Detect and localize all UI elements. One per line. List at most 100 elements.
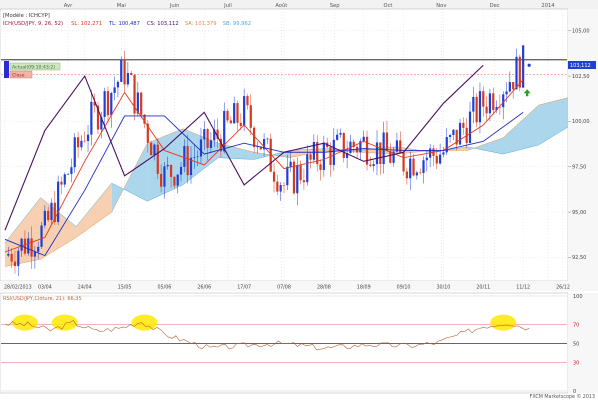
candle-body	[233, 103, 236, 124]
rsi-highlights	[11, 314, 517, 331]
candle-body	[96, 105, 100, 130]
rsi-line-group	[4, 320, 530, 351]
candle-body	[522, 45, 525, 88]
candle-body	[60, 181, 63, 185]
rsi-highlight	[51, 314, 78, 331]
date-tick-label: 30/10	[437, 285, 451, 291]
candle-body	[292, 161, 296, 194]
candle-body	[126, 73, 129, 85]
candle-body	[375, 142, 379, 165]
candle-body	[113, 87, 116, 93]
series-line-chikou	[4, 64, 484, 231]
cloud-segment	[40, 197, 77, 260]
candle-body	[475, 96, 478, 123]
candle-body	[130, 73, 133, 75]
price-axis	[568, 9, 598, 281]
ctrl-label-box[interactable]	[9, 70, 33, 79]
date-tick-label: 07/08	[277, 285, 291, 291]
horizontal-levels	[1, 59, 567, 75]
price-tag-value: 103,112	[570, 63, 591, 69]
cloud-segment	[76, 183, 112, 238]
cloud-segment	[467, 137, 504, 155]
rsi-plot-area[interactable]	[0, 292, 569, 394]
date-tick-label: 28/02/2013	[4, 285, 32, 291]
candle-body	[23, 238, 27, 254]
candle-body	[455, 129, 458, 145]
candle-body	[442, 152, 445, 155]
candle-body	[502, 94, 505, 108]
candle-body	[196, 156, 199, 158]
indicator-readouts: ICH(USD/JPY, 9, 26, 52) SL: 102,271 TL: 1…	[3, 21, 251, 27]
candle-body	[346, 153, 349, 158]
candle-body	[33, 251, 36, 257]
level-handle[interactable]	[4, 61, 9, 78]
level-handles[interactable]: Actual(09:10:43:2) Close	[4, 61, 61, 79]
cloud-segment	[254, 150, 290, 160]
rsi-tick-label: 30	[573, 360, 579, 366]
candle-body	[508, 82, 511, 92]
candle-body	[306, 154, 309, 183]
candle-body	[160, 173, 163, 187]
ctrl-label[interactable]: Close	[12, 73, 25, 79]
candle-body	[272, 171, 276, 182]
candle-body	[189, 157, 193, 176]
price-tick-label: 105,00	[572, 29, 590, 35]
candle-body	[369, 164, 372, 167]
candle-body	[495, 106, 498, 111]
rsi-highlight	[11, 314, 38, 331]
date-axis-ticks: 28/02/2013 03/04 24/04 15/05 05/06 26/06 17/07…	[4, 285, 570, 291]
month-label: Dec	[490, 3, 500, 9]
candle-body	[103, 91, 106, 117]
readout-sa: SA: 101,379	[185, 21, 217, 27]
series-line-tenkan	[4, 79, 524, 253]
candle-body	[395, 140, 399, 152]
date-tick-label: 26/12	[556, 285, 570, 291]
date-tick-label: 26/06	[197, 285, 211, 291]
candle-body	[67, 174, 70, 175]
modele-label: [Modèle : ICHCYP]	[3, 12, 50, 19]
candle-body	[488, 93, 492, 114]
readout-sb: SB: 99,962	[223, 21, 251, 27]
date-tick-label: 03/04	[38, 285, 52, 291]
candle-body	[150, 142, 153, 156]
price-tick-label: 102,50	[572, 74, 590, 80]
date-tick-label: 15/05	[118, 285, 132, 291]
candle-body	[402, 152, 405, 172]
candle-body	[209, 140, 213, 148]
candle-body	[166, 164, 169, 167]
candle-body	[266, 138, 269, 140]
candle-body	[399, 140, 402, 153]
candle-body	[223, 110, 226, 152]
candle-body	[186, 146, 189, 176]
candle-body	[468, 111, 472, 143]
month-label: Août	[275, 2, 287, 9]
candle-body	[332, 139, 335, 166]
candle-body	[226, 110, 229, 121]
candle-body	[435, 155, 438, 164]
candle-body	[13, 261, 17, 267]
candle-body	[249, 105, 252, 128]
top-axis-strip	[0, 0, 598, 9]
candle-body	[389, 150, 392, 163]
candle-body	[382, 132, 385, 165]
last-price-dot	[527, 63, 531, 67]
candle-body	[302, 180, 306, 183]
candle-body	[153, 144, 156, 156]
price-tick-label: 100,00	[572, 119, 590, 125]
candle-body	[179, 166, 183, 175]
candle-body	[409, 158, 412, 179]
candle-body	[279, 185, 282, 192]
rsi-line	[4, 320, 530, 351]
date-axis	[0, 281, 598, 291]
candle-body	[7, 253, 10, 256]
candle-body	[140, 92, 143, 115]
candle-body	[86, 134, 90, 141]
candle-body	[37, 246, 40, 252]
candle-body	[176, 174, 179, 186]
candle-body	[439, 154, 442, 164]
candle-body	[316, 141, 319, 165]
candle-body	[10, 253, 13, 262]
price-tick-label: 95,00	[572, 210, 586, 216]
price-tick-label: 97,50	[572, 165, 586, 171]
